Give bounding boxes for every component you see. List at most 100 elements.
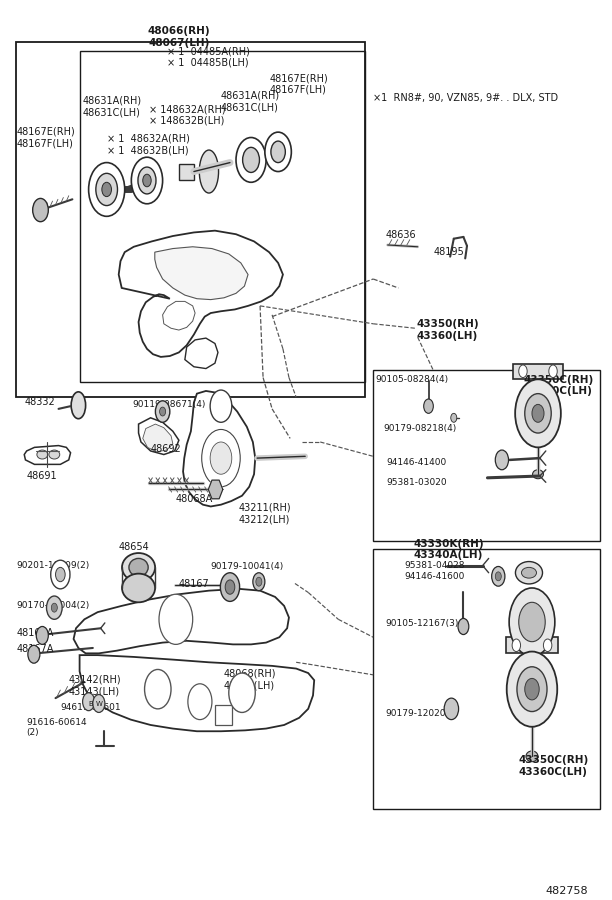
Text: W: W [95,701,102,707]
Circle shape [519,602,545,642]
Text: 48167E(RH)
48167F(LH): 48167E(RH) 48167F(LH) [269,73,328,94]
Circle shape [56,567,65,581]
Text: 43350C(RH)
43360C(LH): 43350C(RH) 43360C(LH) [523,374,594,396]
Text: 48167: 48167 [179,579,209,589]
PathPatch shape [138,418,179,454]
PathPatch shape [143,424,173,452]
Text: 48692: 48692 [151,444,181,454]
Text: 48631A(RH)
48631C(LH): 48631A(RH) 48631C(LH) [83,95,142,117]
Circle shape [225,580,235,594]
PathPatch shape [80,655,314,732]
Circle shape [83,693,95,711]
Circle shape [159,594,193,644]
Text: × 148632A(RH)
× 148632B(LH): × 148632A(RH) × 148632B(LH) [149,104,225,126]
Circle shape [143,175,151,187]
Circle shape [144,670,171,709]
Ellipse shape [129,558,148,576]
Text: 94146-41400: 94146-41400 [386,458,447,467]
Circle shape [188,684,212,720]
Circle shape [155,400,170,422]
Text: 94611-10601: 94611-10601 [61,704,121,713]
Ellipse shape [521,567,537,578]
Text: 91616-60614
(2): 91616-60614 (2) [27,718,88,737]
Circle shape [229,673,255,713]
Ellipse shape [71,392,86,418]
Ellipse shape [37,450,48,459]
PathPatch shape [185,338,218,369]
Circle shape [220,572,240,601]
Circle shape [424,399,433,413]
Text: × 1  48632A(RH)
× 1  48632B(LH): × 1 48632A(RH) × 1 48632B(LH) [106,134,190,156]
Text: ×1  RN8#, 90, VZN85, 9#. . DLX, STD: ×1 RN8#, 90, VZN85, 9#. . DLX, STD [373,93,558,103]
Circle shape [47,596,62,619]
Circle shape [491,566,505,586]
Text: 48167A: 48167A [17,628,54,638]
Text: 90119-08671(4): 90119-08671(4) [133,400,206,409]
Text: 48631A(RH)
48631C(LH): 48631A(RH) 48631C(LH) [221,91,280,112]
Circle shape [458,618,469,634]
Text: B: B [88,701,93,707]
Circle shape [509,588,555,656]
Ellipse shape [532,470,543,479]
Text: 48068A: 48068A [176,494,213,504]
Circle shape [160,407,166,416]
Circle shape [507,652,558,727]
Circle shape [549,365,558,377]
Text: 48691: 48691 [27,471,58,481]
Circle shape [28,645,40,663]
Circle shape [271,141,285,163]
Text: 48167E(RH)
48167F(LH): 48167E(RH) 48167F(LH) [17,127,75,148]
Circle shape [132,158,163,203]
Circle shape [495,450,509,470]
Circle shape [210,390,232,422]
FancyBboxPatch shape [179,165,194,181]
Circle shape [51,603,58,612]
Text: 48068(RH)
48069(LH): 48068(RH) 48069(LH) [224,669,277,690]
Text: × 1  04485A(RH)
× 1  04485B(LH): × 1 04485A(RH) × 1 04485B(LH) [167,46,250,68]
Text: 48654: 48654 [119,543,149,553]
PathPatch shape [513,364,563,379]
Text: 95381-04028
94146-41600: 95381-04028 94146-41600 [405,561,465,581]
Ellipse shape [515,562,542,584]
Circle shape [89,163,125,216]
Circle shape [495,572,501,580]
Text: 48332: 48332 [24,397,55,407]
FancyBboxPatch shape [215,706,232,725]
Circle shape [517,667,547,712]
Circle shape [242,148,259,173]
PathPatch shape [73,589,289,653]
Text: 90170-18004(2): 90170-18004(2) [17,601,90,610]
Text: 90179-12020(3): 90179-12020(3) [385,709,458,718]
Circle shape [524,679,539,700]
Circle shape [51,560,70,589]
Ellipse shape [200,150,218,193]
Circle shape [532,404,544,422]
Text: 90105-12167(3): 90105-12167(3) [385,619,458,628]
Circle shape [515,379,561,447]
Text: 482758: 482758 [545,886,588,896]
Circle shape [444,698,458,720]
Circle shape [256,577,262,586]
Circle shape [236,138,266,183]
Circle shape [519,365,527,377]
Circle shape [253,572,265,590]
Circle shape [138,167,156,194]
Text: 48066(RH)
48067(LH): 48066(RH) 48067(LH) [147,26,210,48]
Polygon shape [208,481,223,499]
Circle shape [451,413,457,422]
Ellipse shape [49,450,60,459]
Circle shape [202,429,241,487]
Text: 43350(RH)
43360(LH): 43350(RH) 43360(LH) [417,320,479,341]
Circle shape [36,626,48,644]
Text: 90201-18009(2): 90201-18009(2) [17,561,90,570]
PathPatch shape [163,302,195,330]
Text: 48167A: 48167A [17,644,54,654]
Text: 43330K(RH)
43340A(LH): 43330K(RH) 43340A(LH) [414,539,484,561]
Circle shape [512,639,521,652]
Circle shape [543,639,552,652]
Text: 90179-08218(4): 90179-08218(4) [383,424,457,433]
PathPatch shape [119,230,283,357]
Text: 48636: 48636 [385,230,416,239]
Circle shape [265,132,291,172]
Circle shape [96,174,118,205]
